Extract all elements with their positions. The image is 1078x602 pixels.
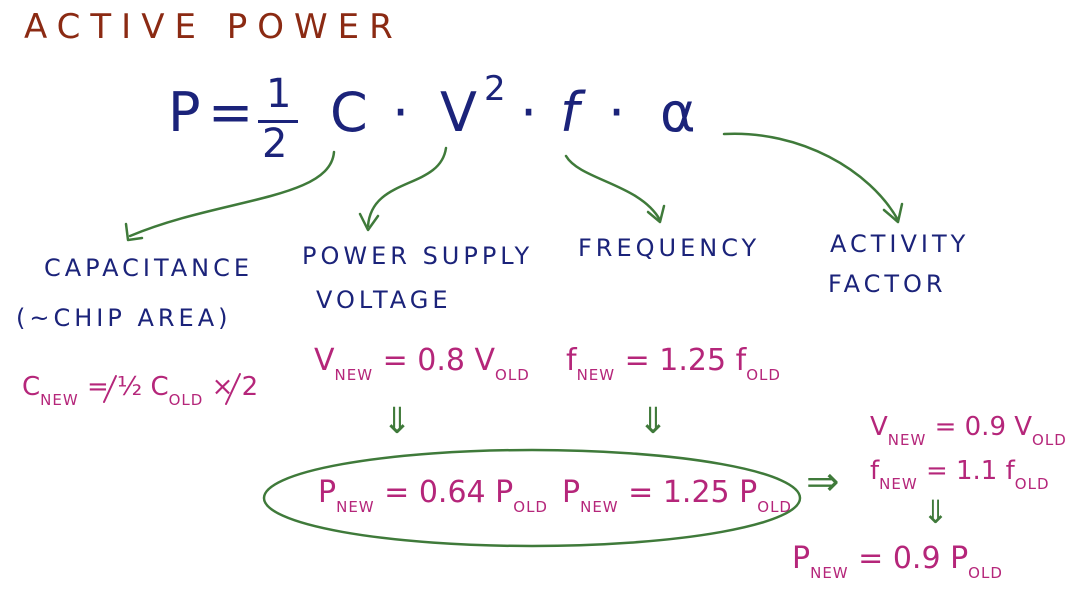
arrowhead-voltage [358,212,380,232]
note-f-new: fNEW = 1.25 fOLD [566,343,781,384]
arrowhead-activity [882,202,904,224]
eq-voltage: V [440,81,477,144]
label-power-supply: POWER SUPPLY [302,242,534,270]
note-v-new-2: VNEW = 0.9 VOLD [870,412,1067,449]
arrowhead-capacitance [124,222,144,242]
eq-dot-3: · [608,81,626,144]
eq-fraction-bar [258,120,298,123]
arrow-f-to-frequency [564,154,662,222]
note-p-new-frequency: PNEW = 1.25 POLD [562,475,792,516]
eq-frequency: f [560,81,580,144]
arrow-v-to-voltage [366,146,448,228]
eq-half-denominator: 2 [262,121,288,167]
diagram-title: ACTIVE POWER [24,7,403,47]
eq-p: P [168,81,201,144]
label-frequency: FREQUENCY [578,234,761,262]
label-factor: FACTOR [828,270,947,298]
arrow-c-to-capacitance [128,150,336,238]
note-c-new: CNEW = ½ COLD × 2 [22,372,259,409]
arrow-down-final: ⇓ [922,493,949,531]
eq-voltage-exponent: 2 [484,69,506,109]
note-f-new-2: fNEW = 1.1 fOLD [870,456,1050,493]
eq-half-numerator: 1 [266,71,292,117]
arrowhead-frequency [646,204,666,224]
label-voltage: VOLTAGE [316,286,452,314]
note-v-new: VNEW = 0.8 VOLD [314,343,530,384]
arrow-down-frequency: ⇓ [638,401,669,442]
arrow-down-voltage: ⇓ [382,401,413,442]
eq-dot-2: · [520,81,538,144]
note-p-new-voltage: PNEW = 0.64 POLD [318,475,548,516]
label-capacitance: CAPACITANCE [44,254,254,282]
implies-arrow: ⇒ [806,459,840,505]
arrow-alpha-to-activity [722,132,900,222]
eq-capacitance: C [330,81,368,144]
eq-equals: = [208,81,254,144]
note-p-final: PNEW = 0.9 POLD [792,541,1003,582]
label-activity: ACTIVITY [830,230,970,258]
eq-alpha: α [660,81,696,144]
label-chip-area: (~CHIP AREA) [16,304,232,332]
eq-dot-1: · [392,81,410,144]
